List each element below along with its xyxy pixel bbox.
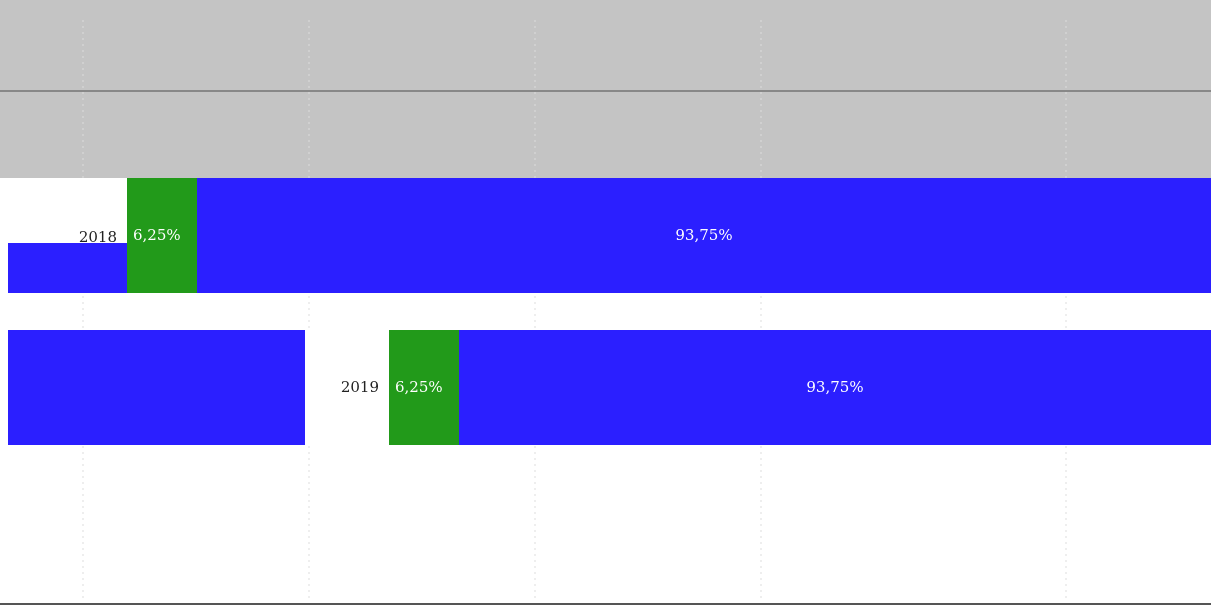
bar-segment: [459, 330, 1211, 445]
bar-segment: [127, 178, 197, 293]
value-label: 93,75%: [806, 378, 863, 396]
bar-segment: [197, 178, 1211, 293]
label-box: [45, 178, 126, 243]
label-box: [307, 330, 388, 445]
y-tick-label: 2019: [341, 378, 379, 396]
bars: 2018 6,25% 93,75% 2019 6,25% 93,75%: [45, 178, 1211, 445]
value-label: 93,75%: [675, 226, 732, 244]
y-tick-label: 2018: [79, 228, 117, 246]
glitch-block: [8, 330, 305, 445]
value-label: 6,25%: [133, 226, 181, 244]
bar-segment: [389, 330, 459, 445]
value-label: 6,25%: [395, 378, 443, 396]
grid: [82, 20, 1067, 600]
header-band: [0, 0, 1211, 178]
